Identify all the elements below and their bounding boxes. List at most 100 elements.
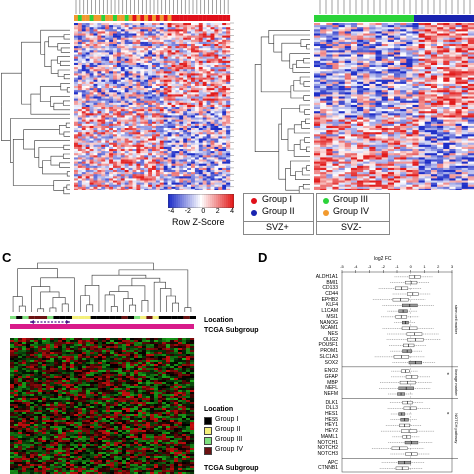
heat-cell (116, 41, 121, 45)
heat-cell (202, 172, 207, 175)
heat-cell (113, 54, 118, 57)
heat-cell (97, 121, 102, 124)
heat-cell (437, 37, 444, 40)
heat-cell (101, 149, 106, 152)
heat-cell (171, 107, 176, 110)
heat-cell (210, 174, 215, 177)
heat-cell (152, 146, 157, 150)
dendrogram-branch (290, 91, 304, 99)
heat-cell (187, 73, 192, 76)
heat-cell (81, 65, 86, 68)
heat-cell (167, 69, 172, 72)
dendrogram-branch (303, 98, 310, 101)
heat-cell (461, 115, 469, 118)
heat-cell (144, 184, 149, 187)
heat-cell (314, 115, 321, 118)
heat-cell (155, 98, 160, 101)
heat-cell (85, 167, 90, 171)
heat-cell (218, 188, 223, 190)
heat-cell (344, 138, 352, 141)
heat-cell (363, 27, 370, 30)
heat-cell (418, 60, 425, 64)
heat-cell (350, 69, 358, 72)
heat-cell (363, 69, 370, 72)
heat-cell (226, 25, 231, 28)
heat-cell (155, 77, 160, 80)
heat-cell (152, 117, 157, 120)
heat-cell (152, 170, 157, 173)
heat-cell (338, 119, 345, 122)
heat-cell (455, 29, 462, 32)
dendrogram-branch (302, 184, 310, 187)
heat-cell (136, 140, 141, 143)
dendrogram-branch (53, 185, 64, 191)
heat-cell (443, 128, 450, 131)
heat-cell (93, 94, 98, 97)
heat-cell (226, 73, 231, 76)
heat-cell (148, 132, 153, 135)
heat-cell (136, 149, 141, 152)
heat-cell (159, 119, 164, 122)
heat-cell (363, 58, 370, 61)
heat-cell (144, 165, 149, 169)
heat-cell (77, 146, 82, 150)
heat-cell (171, 136, 176, 139)
heat-cell (163, 25, 168, 28)
heat-cell (338, 56, 345, 59)
dendrogram-branch (289, 53, 310, 61)
heat-cell (437, 138, 444, 141)
heat-cell (81, 130, 86, 133)
heat-cell (375, 123, 382, 127)
heat-cell (443, 109, 450, 112)
heat-cell (198, 167, 203, 171)
heat-cell (85, 50, 90, 53)
heat-cell (375, 98, 382, 101)
heat-cell (101, 71, 106, 74)
heat-cell (338, 67, 345, 70)
heat-cell (171, 163, 176, 166)
heat-cell (85, 31, 90, 34)
heat-cell (194, 121, 199, 124)
heat-cell (101, 83, 106, 87)
dendrogram-branch (281, 124, 288, 141)
heat-cell (81, 77, 86, 80)
heat-cell (155, 157, 160, 160)
heat-cell (320, 39, 327, 43)
heat-cell (155, 27, 160, 30)
heat-cell (381, 104, 389, 108)
heat-cell (179, 94, 184, 97)
heat-cell (155, 90, 160, 93)
heat-cell (218, 39, 223, 43)
heat-cell (155, 39, 160, 43)
heat-cell (412, 90, 419, 93)
heat-cell (387, 94, 395, 97)
heat-cell (191, 151, 196, 154)
heat-cell (155, 180, 160, 183)
heat-cell (124, 172, 129, 175)
heat-cell (74, 86, 79, 89)
heat-cell (412, 33, 419, 36)
heat-cell (314, 23, 321, 26)
heat-cell (116, 186, 121, 190)
heat-cell (357, 37, 364, 40)
heat-cell (320, 58, 327, 61)
heat-cell (132, 159, 137, 162)
heat-cell (314, 31, 321, 34)
heat-cell (101, 170, 106, 173)
heat-cell (320, 111, 327, 114)
heat-cell (222, 62, 227, 66)
heat-cell (116, 123, 121, 127)
heat-cell (191, 161, 196, 164)
heat-cell (144, 23, 149, 26)
heat-cell (437, 73, 444, 76)
heat-cell (400, 41, 407, 45)
heat-cell (81, 107, 86, 110)
heat-cell (198, 128, 203, 131)
heat-cell (210, 182, 215, 185)
heat-cell (202, 119, 207, 122)
heat-cell (109, 167, 114, 171)
heat-cell (214, 128, 219, 131)
heat-cell (144, 140, 149, 143)
heat-cell (120, 188, 125, 190)
heat-cell (194, 132, 199, 135)
